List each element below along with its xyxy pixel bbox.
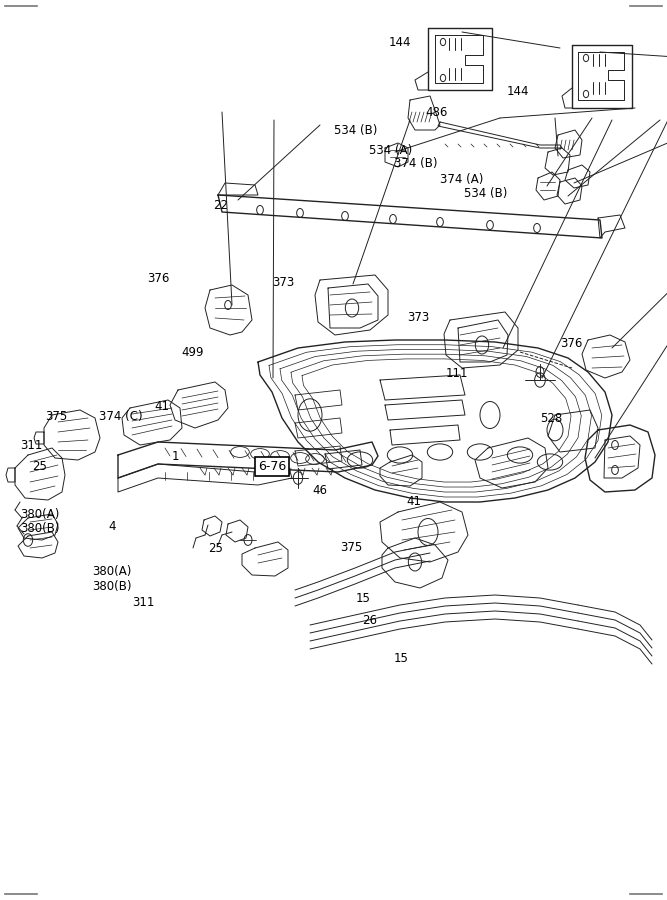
Text: 6-76: 6-76 [258,460,286,473]
Text: 534 (B): 534 (B) [464,187,507,200]
Text: 15: 15 [394,652,408,665]
Text: 22: 22 [213,199,228,212]
Text: 4: 4 [108,520,115,533]
Text: 15: 15 [356,592,370,605]
Text: 25: 25 [32,460,47,473]
Text: 380(A): 380(A) [20,508,59,521]
Text: 374 (C): 374 (C) [99,410,142,423]
Text: 311: 311 [20,439,43,452]
Text: 373: 373 [407,311,429,324]
Text: 374 (B): 374 (B) [394,158,437,170]
Text: 46: 46 [312,484,327,497]
Text: 376: 376 [560,338,583,350]
Text: 499: 499 [181,346,204,359]
Text: 534 (A): 534 (A) [369,144,412,157]
Text: 25: 25 [208,543,223,555]
Text: 373: 373 [272,276,294,289]
Text: 375: 375 [340,541,362,554]
Text: 111: 111 [446,367,468,380]
Text: 380(B): 380(B) [20,522,59,535]
Text: 144: 144 [388,36,411,49]
Text: 380(B): 380(B) [92,580,131,593]
Text: 26: 26 [362,615,377,627]
Text: 376: 376 [147,273,169,285]
Text: 486: 486 [426,106,448,119]
Text: 311: 311 [132,597,155,609]
Text: 375: 375 [45,410,67,423]
Text: 1: 1 [172,450,179,463]
Text: 528: 528 [540,412,562,425]
Text: 374 (A): 374 (A) [440,174,484,186]
Text: 144: 144 [507,86,530,98]
Text: 534 (B): 534 (B) [334,124,377,137]
Text: 41: 41 [407,495,422,508]
Text: 41: 41 [155,400,169,413]
Text: 380(A): 380(A) [92,565,131,578]
